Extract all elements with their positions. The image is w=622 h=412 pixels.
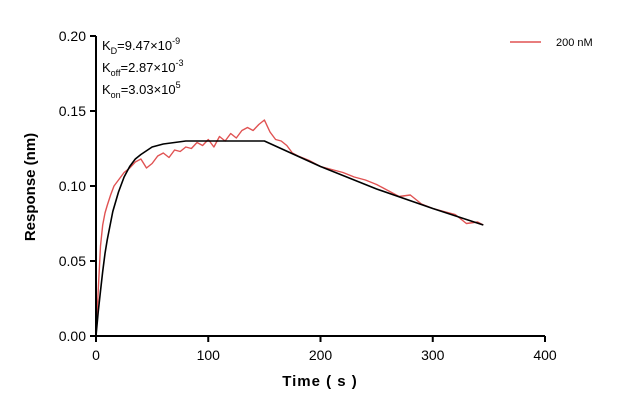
annotation-line: KD=9.47×10-9 bbox=[102, 36, 180, 56]
legend: 200 nM bbox=[510, 37, 593, 49]
y-axis-title: Response (nm) bbox=[22, 133, 39, 241]
x-tick-label: 200 bbox=[309, 347, 333, 363]
y-tick-label: 0.05 bbox=[59, 253, 86, 269]
series-layer bbox=[95, 119, 484, 337]
x-tick-label: 300 bbox=[421, 347, 445, 363]
x-tick-label: 100 bbox=[197, 347, 221, 363]
x-tick-label: 400 bbox=[533, 347, 557, 363]
x-tick-label: 0 bbox=[92, 347, 100, 363]
y-tick-label: 0.00 bbox=[59, 328, 86, 344]
x-axis-title: Time ( s ) bbox=[282, 373, 358, 390]
y-tick-label: 0.15 bbox=[59, 103, 86, 119]
series-line-fit bbox=[95, 140, 484, 337]
y-tick-label: 0.20 bbox=[59, 28, 86, 44]
y-tick-label: 0.10 bbox=[59, 178, 86, 194]
annotation-line: Koff=2.87×10-3 bbox=[102, 58, 183, 78]
annotation-line: Kon=3.03×105 bbox=[102, 80, 181, 100]
legend-label: 200 nM bbox=[556, 37, 593, 49]
axes-layer: 0.00 0.05 0.10 0.15 0.20 0 100 200 300 400 bbox=[59, 28, 557, 363]
